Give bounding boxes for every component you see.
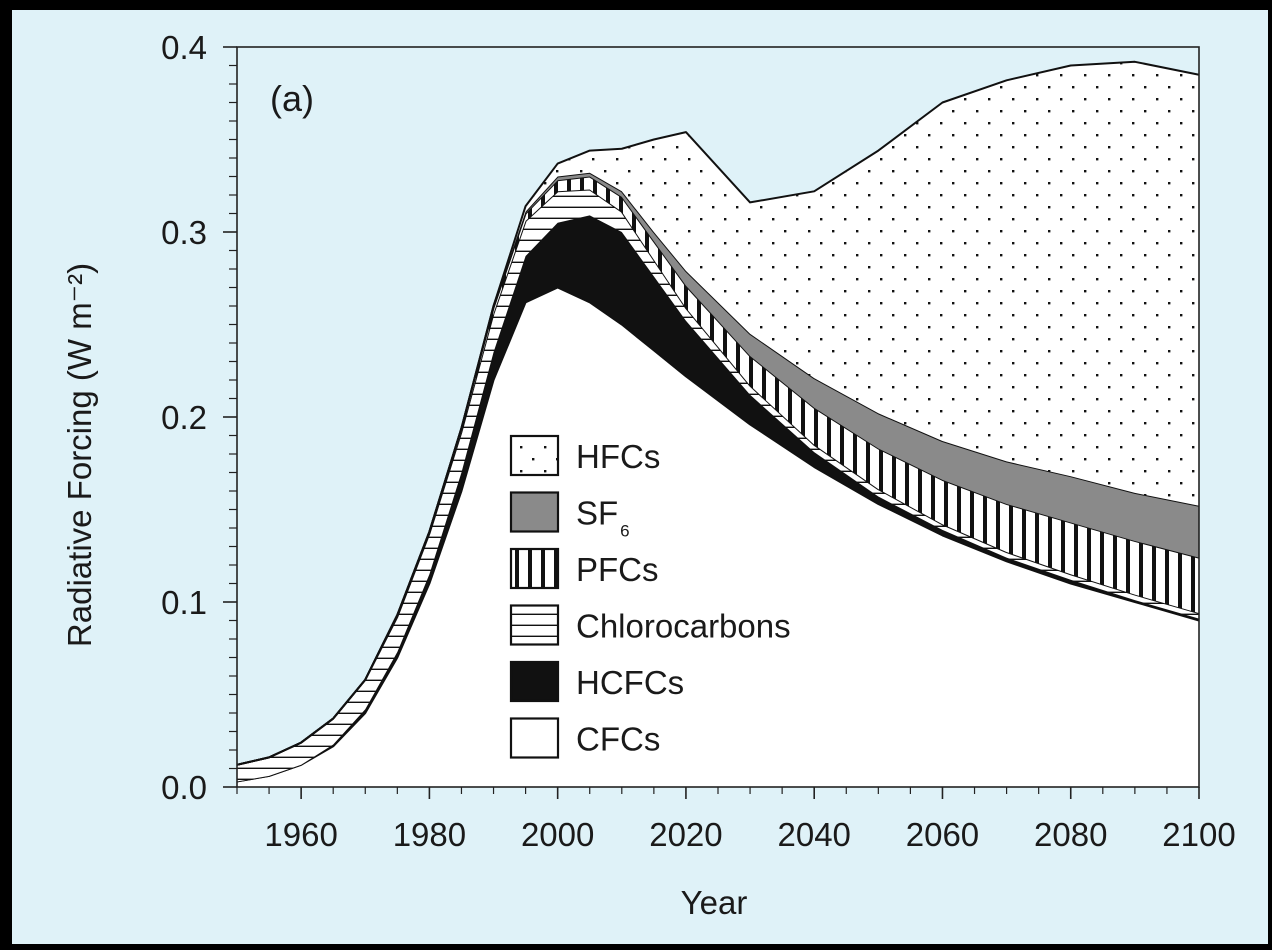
area-sf- [237, 172, 1199, 765]
stacked-area-chart: 1960 1980 2000 2020 2040 2060 2080 2100 0.0 0.1 0.… [61, 29, 1236, 921]
y-axis-title: Radiative Forcing (W m⁻²) [61, 263, 98, 647]
legend-label: HCFCs [576, 664, 684, 701]
legend-swatch-sf [509, 491, 560, 533]
panel-label: (a) [270, 78, 314, 119]
x-tick-label: 2060 [906, 816, 979, 853]
legend-swatch-chlorocarbons [509, 604, 560, 646]
x-tick-label: 2020 [649, 816, 722, 853]
y-tick-label: 0.0 [161, 769, 207, 806]
legend-label: CFCs [576, 721, 660, 758]
y-tick-label: 0.1 [161, 584, 207, 621]
area-layers [236, 47, 1200, 787]
x-tick-label: 2000 [521, 816, 594, 853]
x-tick-label: 1980 [393, 816, 466, 853]
figure-panel: 1960 1980 2000 2020 2040 2060 2080 2100 0.0 0.1 0.… [12, 10, 1268, 944]
legend-swatch-hcfcs [509, 660, 560, 703]
x-tick-label: 2080 [1034, 816, 1107, 853]
y-tick-label: 0.3 [161, 214, 207, 251]
legend-label: SF 6 [576, 495, 630, 541]
axes: 1960 1980 2000 2020 2040 2060 2080 2100 0.0 0.1 0.… [161, 29, 1236, 853]
y-tick-label: 0.4 [161, 29, 207, 66]
legend: HFCs SF 6 PFCs Chlorocarbons HCFCs CFCs [509, 434, 791, 759]
legend-label: HFCs [576, 438, 660, 475]
x-axis-title: Year [681, 884, 748, 921]
x-tick-label: 2100 [1162, 816, 1235, 853]
legend-swatch-hfcs [509, 434, 560, 477]
legend-swatch-pfcs [509, 547, 560, 590]
legend-label: PFCs [576, 551, 659, 588]
x-tick-label: 2040 [777, 816, 850, 853]
boundary-hfcs [236, 60, 1200, 766]
x-tick-label: 1960 [264, 816, 337, 853]
legend-label: Chlorocarbons [576, 608, 791, 645]
area-hfcs [237, 61, 1199, 765]
y-tick-label: 0.2 [161, 399, 207, 436]
legend-swatch-cfcs [509, 717, 560, 759]
area-chlorocarbons [237, 189, 1199, 782]
area-cfcs [237, 287, 1199, 787]
